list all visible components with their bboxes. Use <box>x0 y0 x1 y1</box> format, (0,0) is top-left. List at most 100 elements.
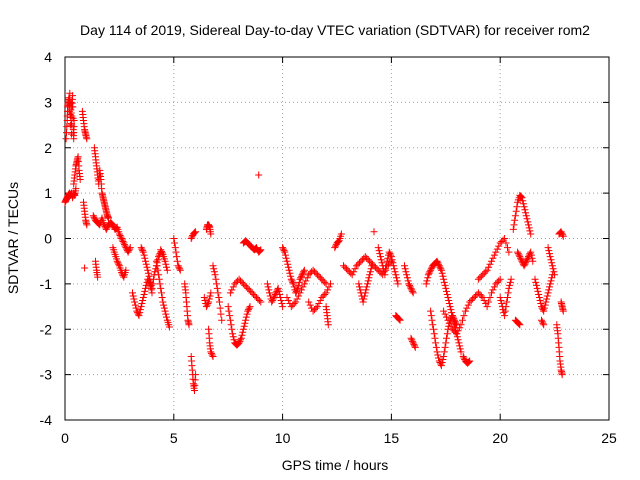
data-point <box>359 298 367 306</box>
data-point <box>450 318 458 326</box>
data-point <box>217 310 225 318</box>
data-point <box>423 277 431 285</box>
data-point <box>188 233 196 241</box>
data-point <box>547 256 555 264</box>
data-point <box>362 286 370 294</box>
data-point <box>393 274 400 282</box>
data-point <box>296 289 304 297</box>
data-point <box>448 312 456 320</box>
data-point <box>216 304 224 312</box>
data-point <box>496 275 504 283</box>
data-point <box>512 207 520 215</box>
data-point <box>538 316 545 324</box>
data-point <box>395 315 403 323</box>
data-point <box>163 266 171 274</box>
data-point <box>156 280 164 288</box>
data-point <box>116 232 124 239</box>
data-point <box>390 262 398 270</box>
data-point <box>160 301 168 309</box>
data-point <box>467 297 475 304</box>
data-point <box>489 254 497 262</box>
data-point <box>557 228 565 236</box>
data-point <box>485 263 493 271</box>
data-point <box>442 284 450 292</box>
data-point <box>378 259 386 267</box>
data-point <box>211 271 219 279</box>
data-point <box>154 256 162 264</box>
data-point <box>433 348 441 356</box>
data-point <box>163 263 170 271</box>
data-point <box>155 271 163 279</box>
data-point <box>284 297 292 304</box>
data-point <box>381 271 389 279</box>
data-point <box>119 238 127 245</box>
data-point <box>337 230 345 238</box>
data-point <box>70 135 78 143</box>
data-point <box>535 291 543 298</box>
data-point <box>540 304 548 312</box>
data-point <box>173 257 181 265</box>
data-point <box>454 327 462 335</box>
data-point <box>522 259 530 267</box>
data-point <box>136 309 144 317</box>
data-point <box>236 337 244 345</box>
data-point <box>445 300 453 307</box>
data-point <box>354 260 362 268</box>
data-point <box>559 231 567 239</box>
data-point <box>303 274 311 282</box>
data-point <box>459 353 467 360</box>
data-point <box>382 262 390 270</box>
data-point <box>324 286 332 294</box>
data-point <box>208 349 215 357</box>
data-point <box>165 323 173 331</box>
data-point <box>465 358 473 366</box>
data-point <box>290 280 297 288</box>
data-point <box>533 281 540 289</box>
data-point <box>442 339 450 347</box>
data-point <box>466 357 474 365</box>
data-point <box>376 250 384 258</box>
data-point <box>492 280 500 288</box>
data-point <box>464 301 472 309</box>
data-point <box>463 304 471 312</box>
data-point <box>161 307 169 315</box>
data-point <box>279 245 287 253</box>
data-point <box>388 256 396 264</box>
data-point <box>312 304 320 312</box>
data-point <box>375 247 383 255</box>
data-point <box>274 284 282 292</box>
data-point <box>139 297 147 304</box>
data-point <box>213 284 221 292</box>
data-point <box>386 250 394 258</box>
data-point <box>361 289 369 297</box>
data-point <box>477 272 485 280</box>
y-tick-label: 4 <box>44 49 52 65</box>
data-point <box>432 339 440 347</box>
x-tick-label: 10 <box>275 430 291 446</box>
data-point <box>493 245 501 253</box>
data-point <box>390 265 398 273</box>
data-point <box>444 316 452 324</box>
data-point <box>507 275 515 283</box>
data-point <box>239 280 247 288</box>
data-point <box>70 117 78 124</box>
data-point <box>440 348 448 356</box>
data-point <box>427 265 435 273</box>
data-point <box>158 289 165 297</box>
data-point <box>479 271 487 279</box>
data-point <box>348 271 356 279</box>
data-point <box>541 301 549 309</box>
data-point <box>315 272 323 280</box>
data-point <box>408 337 416 345</box>
x-tick-label: 25 <box>601 430 617 446</box>
data-point <box>369 260 376 268</box>
data-point <box>344 266 352 274</box>
data-point <box>395 315 403 323</box>
data-point <box>529 257 537 265</box>
data-point <box>126 245 134 253</box>
data-point <box>517 193 525 201</box>
data-point <box>207 230 215 238</box>
data-point <box>290 300 298 307</box>
data-point <box>558 371 566 379</box>
data-point <box>158 294 166 301</box>
